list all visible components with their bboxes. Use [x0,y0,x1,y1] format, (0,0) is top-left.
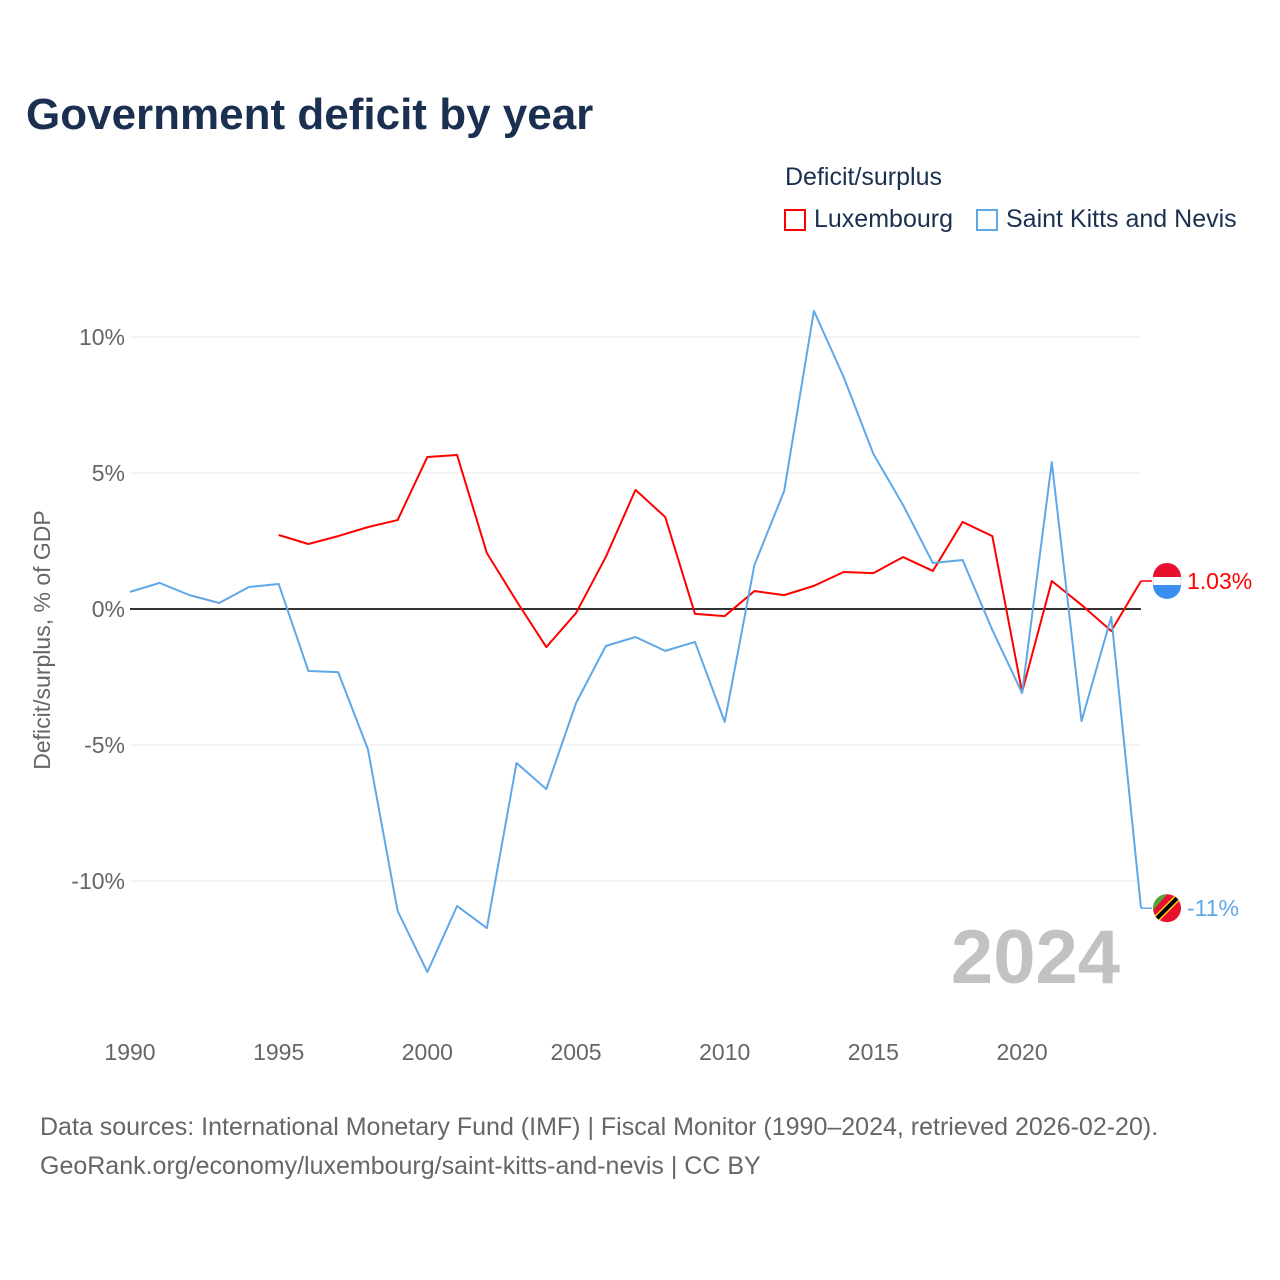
y-axis-label: Deficit/surplus, % of GDP [29,510,55,769]
legend-item-luxembourg[interactable]: Luxembourg [784,205,953,234]
legend-item-saint-kitts-and-nevis[interactable]: Saint Kitts and Nevis [976,205,1237,234]
source-text: Data sources: International Monetary Fun… [40,1113,1159,1141]
chart-title: Government deficit by year [26,90,594,139]
x-tick-label: 2020 [996,1039,1047,1065]
legend-label: Luxembourg [814,205,953,233]
legend-title: Deficit/surplus [785,163,942,191]
y-tick-label: 5% [92,460,125,486]
y-tick-label: -10% [71,868,125,894]
y-tick-label: -5% [84,732,125,758]
legend-label: Saint Kitts and Nevis [1006,205,1237,233]
footer: Data sources: International Monetary Fun… [40,1108,1158,1186]
flag-stripe [1153,562,1181,577]
flag-green [1153,894,1167,911]
end-value-label: 1.03% [1187,568,1252,594]
x-tick-label: 2000 [402,1039,453,1065]
x-tick-label: 1990 [104,1039,155,1065]
x-tick-label: 2010 [699,1039,750,1065]
flag-band [1155,896,1179,920]
legend-swatch [784,208,806,231]
x-tick-label: 2015 [848,1039,899,1065]
end-value-label: -11% [1187,895,1239,921]
x-tick-label: 2005 [550,1039,601,1065]
source-link[interactable]: GeoRank.org/economy/luxembourg/saint-kit… [40,1152,761,1180]
flag-stripe [1153,584,1181,599]
series-line-saint-kitts-and-nevis [129,309,1142,974]
x-tick-label: 1995 [253,1039,304,1065]
year-watermark: 2024 [951,915,1120,1000]
y-tick-label: 10% [79,324,125,350]
y-tick-label: 0% [92,596,125,622]
series-line-luxembourg [278,454,1142,693]
legend-swatch [976,208,998,231]
